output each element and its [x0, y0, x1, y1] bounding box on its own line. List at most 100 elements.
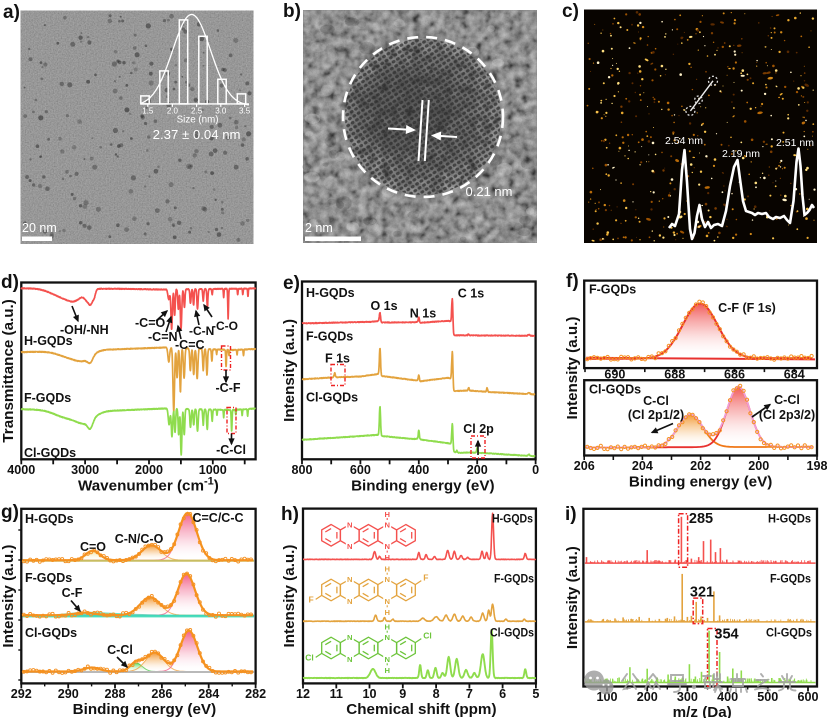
svg-text:H: H [384, 565, 389, 574]
svg-text:Cl-GQDs: Cl-GQDs [589, 383, 641, 397]
svg-text:Intensity (a.u.): Intensity (a.u.) [564, 546, 581, 649]
svg-text:11: 11 [330, 687, 343, 701]
svg-text:Binding energy (eV): Binding energy (eV) [351, 477, 494, 494]
svg-text:d): d) [1, 272, 19, 293]
svg-text:h): h) [281, 504, 299, 525]
svg-text:b): b) [283, 1, 301, 22]
svg-text:290: 290 [58, 687, 79, 701]
svg-text:-C=C: -C=C [175, 338, 205, 352]
svg-text:9: 9 [399, 687, 406, 701]
svg-text:Transmittance (a.u.): Transmittance (a.u.) [0, 299, 17, 442]
svg-text:a): a) [3, 2, 20, 23]
svg-text:C-F (F 1s): C-F (F 1s) [718, 301, 776, 315]
svg-text:0: 0 [532, 463, 539, 477]
svg-text:20 nm: 20 nm [22, 221, 57, 235]
svg-text:300: 300 [677, 690, 698, 704]
svg-text:N: N [384, 597, 389, 606]
svg-text:688: 688 [664, 367, 685, 381]
svg-text:600: 600 [797, 690, 818, 704]
svg-text:3000: 3000 [71, 463, 99, 477]
svg-text:200: 200 [467, 463, 488, 477]
svg-text:0.21 nm: 0.21 nm [466, 184, 513, 199]
svg-text:Wavenumber (cm-1): Wavenumber (cm-1) [78, 475, 219, 494]
svg-text:H: H [384, 608, 389, 617]
svg-text:Cl: Cl [423, 631, 432, 641]
svg-text:Size (nm): Size (nm) [177, 114, 219, 125]
svg-text:Binding energy (eV): Binding energy (eV) [629, 474, 772, 491]
svg-text:Cl 2p: Cl 2p [463, 422, 494, 436]
svg-text:H: H [384, 623, 389, 632]
svg-text:C=C/C-C: C=C/C-C [192, 511, 243, 525]
svg-text:F: F [308, 594, 313, 604]
svg-text:4000: 4000 [7, 463, 35, 477]
svg-text:N: N [347, 655, 352, 664]
svg-text:g): g) [1, 502, 19, 523]
svg-text:F 1s: F 1s [325, 352, 350, 366]
svg-text:c): c) [562, 1, 579, 22]
svg-text:2 nm: 2 nm [305, 221, 333, 235]
svg-text:Cl-GQDs: Cl-GQDs [490, 626, 534, 640]
svg-text:Cl: Cl [305, 652, 314, 662]
svg-text:C-Cl: C-Cl [643, 394, 669, 408]
svg-text:N 1s: N 1s [410, 307, 436, 321]
svg-text:Cl-GQDs: Cl-GQDs [25, 626, 77, 640]
svg-text:8: 8 [433, 687, 440, 701]
svg-text:Cl-GQDs: Cl-GQDs [306, 391, 358, 405]
svg-text:686: 686 [724, 367, 745, 381]
svg-text:400: 400 [717, 690, 738, 704]
svg-text:-C=O: -C=O [135, 316, 165, 330]
svg-text:292: 292 [11, 687, 32, 701]
svg-text:(Cl 2p3/2): (Cl 2p3/2) [759, 408, 815, 422]
svg-text:684: 684 [784, 367, 805, 381]
svg-text:321: 321 [690, 585, 714, 601]
svg-text:206: 206 [574, 459, 595, 473]
svg-text:10: 10 [362, 687, 376, 701]
svg-text:-C-F: -C-F [216, 381, 241, 395]
svg-text:N: N [384, 575, 389, 584]
svg-text:Cl-GQDs: Cl-GQDs [766, 626, 812, 640]
svg-text:285: 285 [689, 511, 713, 527]
svg-text:F-GQDs: F-GQDs [770, 572, 811, 586]
svg-text:C-F: C-F [62, 586, 83, 600]
svg-text:-C-N: -C-N [189, 324, 214, 338]
svg-text:i): i) [565, 504, 577, 525]
svg-text:500: 500 [757, 690, 778, 704]
svg-text:N: N [384, 655, 389, 664]
svg-text:N: N [347, 521, 352, 530]
svg-text:2.19 nm: 2.19 nm [722, 148, 760, 160]
svg-text:3.0: 3.0 [215, 106, 227, 115]
svg-text:286: 286 [151, 687, 172, 701]
svg-text:2.54 nm: 2.54 nm [665, 135, 703, 147]
svg-text:2.5: 2.5 [191, 106, 203, 115]
svg-text:Intensity (a.u.): Intensity (a.u.) [564, 317, 581, 420]
svg-text:5: 5 [532, 687, 539, 701]
svg-text:H-GQDs: H-GQDs [306, 286, 355, 300]
svg-text:Intensity (a.u.): Intensity (a.u.) [0, 545, 17, 648]
svg-text:Intensity (a.u.): Intensity (a.u.) [281, 545, 298, 648]
svg-text:-C-O: -C-O [212, 319, 238, 333]
svg-text:200: 200 [637, 690, 658, 704]
svg-text:F-GQDs: F-GQDs [494, 572, 534, 586]
svg-text:(Cl 2p1/2): (Cl 2p1/2) [628, 408, 684, 422]
svg-text:O 1s: O 1s [370, 299, 397, 313]
svg-text:C-N/C-O: C-N/C-O [115, 532, 164, 546]
svg-text:400: 400 [408, 463, 429, 477]
svg-text:Intensity (a.u.): Intensity (a.u.) [281, 319, 298, 422]
svg-text:H-GQDs: H-GQDs [492, 512, 533, 526]
svg-text:3.5: 3.5 [239, 106, 251, 115]
svg-text:204: 204 [632, 459, 653, 473]
svg-text:C-Cl: C-Cl [107, 643, 133, 657]
svg-text:-C-Cl: -C-Cl [216, 443, 246, 457]
svg-text:690: 690 [604, 367, 625, 381]
svg-text:800: 800 [291, 463, 312, 477]
svg-text:m/z (Da): m/z (Da) [673, 704, 732, 718]
svg-text:C=O: C=O [80, 540, 106, 554]
svg-text:F-GQDs: F-GQDs [25, 571, 72, 585]
svg-text:H-GQDs: H-GQDs [24, 334, 73, 348]
svg-text:N: N [384, 542, 389, 551]
svg-text:Binding energy (eV): Binding energy (eV) [73, 701, 216, 718]
svg-text:N: N [347, 597, 352, 606]
svg-text:N: N [347, 542, 352, 551]
svg-text:2.37 ± 0.04 nm: 2.37 ± 0.04 nm [153, 127, 241, 142]
svg-text:2000: 2000 [135, 463, 163, 477]
